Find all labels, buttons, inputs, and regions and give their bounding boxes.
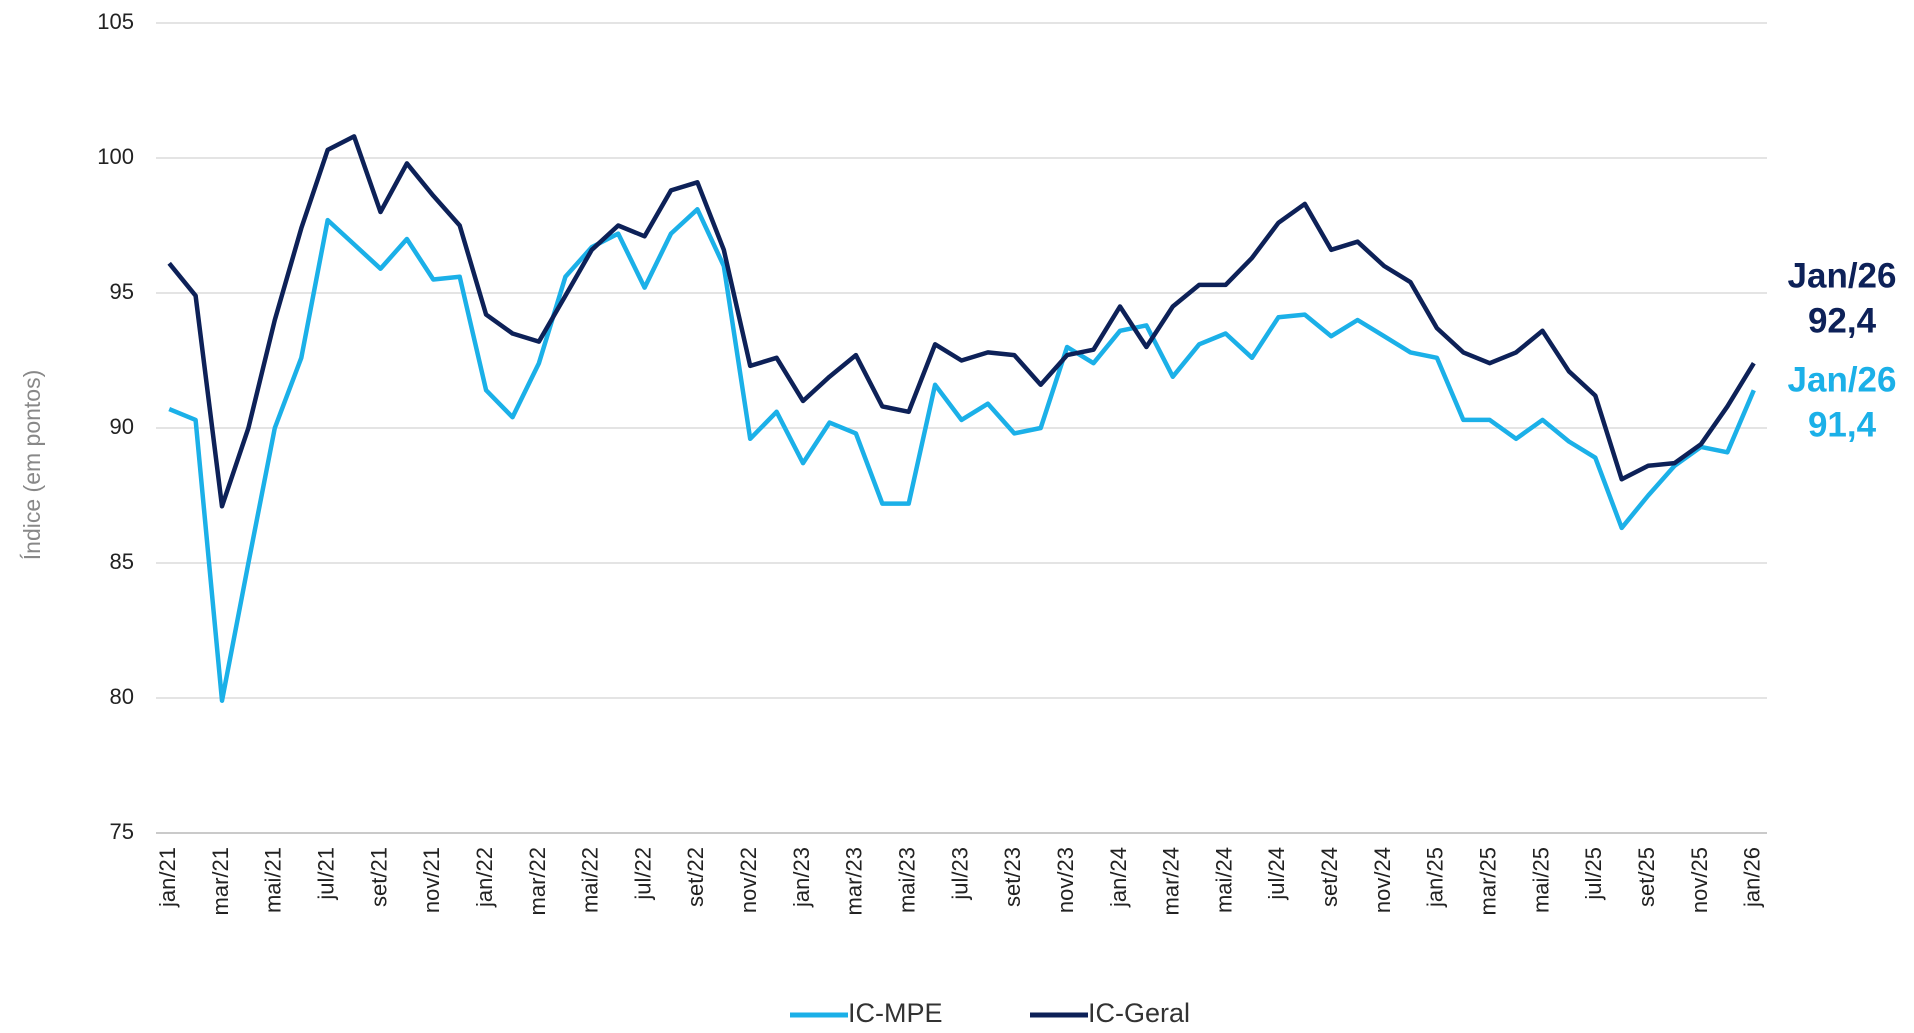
x-tick-label: set/24 [1317,847,1342,907]
x-tick-label: jul/22 [630,847,655,901]
y-tick-label: 95 [110,279,134,304]
y-tick-label: 80 [110,684,134,709]
x-tick-label: mai/21 [261,847,286,913]
x-tick-label: set/23 [1000,847,1025,907]
series-line [167,134,1756,509]
x-tick-label: mai/25 [1528,847,1553,913]
x-tick-label: mai/23 [894,847,919,913]
x-tick-label: jan/24 [1106,847,1131,908]
x-tick-label: jan/22 [472,847,497,908]
x-tick-label: jan/23 [789,847,814,908]
annotation: Jan/26 [1788,360,1897,399]
x-tick-label: jul/25 [1581,847,1606,901]
x-tick-label: mar/23 [842,847,867,915]
legend-label: IC-Geral [1088,998,1190,1028]
x-tick-label: mai/22 [578,847,603,913]
x-tick-label: jul/24 [1264,847,1289,901]
y-tick-label: 100 [97,144,134,169]
x-tick-label: jan/21 [155,847,180,908]
y-tick-label: 90 [110,414,134,439]
x-tick-label: mar/21 [208,847,233,915]
x-tick-label: nov/21 [419,847,444,913]
x-tick-label: nov/24 [1370,847,1395,913]
annotation: 91,4 [1808,405,1877,444]
x-tick-label: mar/25 [1476,847,1501,915]
x-tick-label: jan/25 [1423,847,1448,908]
x-tick-label: set/25 [1634,847,1659,907]
x-tick-label: nov/22 [736,847,761,913]
annotation: Jan/26 [1788,256,1897,295]
annotation: 92,4 [1808,301,1877,340]
x-tick-label: nov/25 [1687,847,1712,913]
x-tick-label: set/21 [366,847,391,907]
y-tick-label: 85 [110,549,134,574]
series-line [168,207,1756,703]
x-tick-label: mar/24 [1159,847,1184,915]
y-axis-label: Índice (em pontos) [19,370,45,560]
y-tick-label: 105 [97,9,134,34]
x-tick-label: set/22 [683,847,708,907]
x-tick-label: mar/22 [525,847,550,915]
legend-label: IC-MPE [848,998,943,1028]
x-tick-label: nov/23 [1053,847,1078,913]
x-tick-label: jul/23 [947,847,972,901]
x-tick-label: jul/21 [313,847,338,901]
x-tick-label: mai/24 [1211,847,1236,913]
y-tick-label: 75 [110,819,134,844]
x-tick-label: jan/26 [1740,847,1765,908]
